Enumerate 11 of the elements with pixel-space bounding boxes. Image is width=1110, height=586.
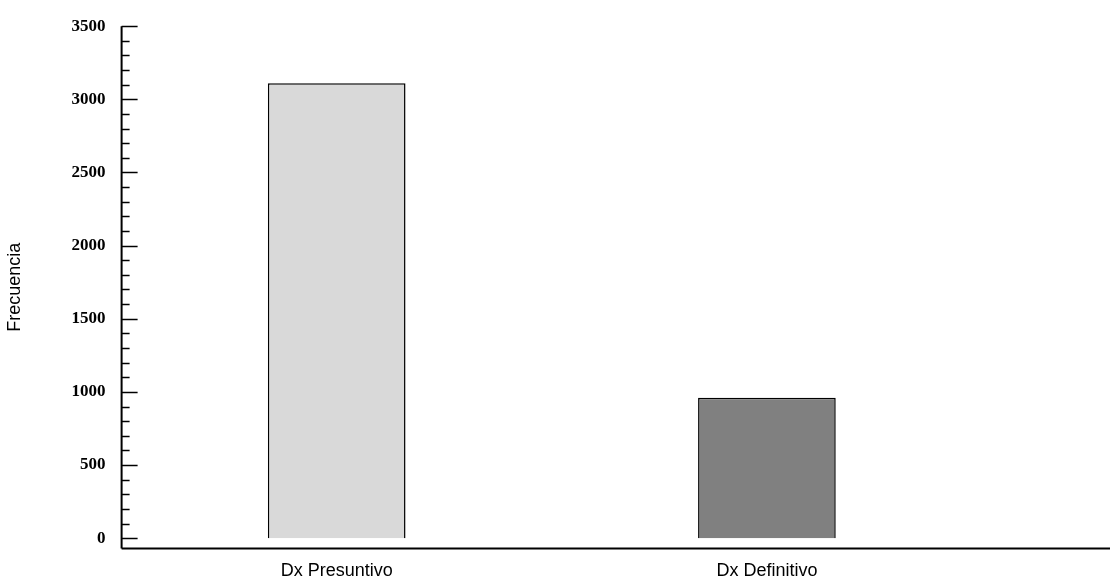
y-axis-title: Frecuencia — [3, 241, 24, 332]
y-tick-label: 3000 — [71, 88, 106, 108]
x-tick-label: Dx Presuntivo — [280, 560, 393, 581]
y-tick-label: 2500 — [71, 161, 106, 181]
y-tick-label: 500 — [80, 454, 106, 474]
y-tick-label: 2000 — [71, 235, 106, 254]
y-tick-label: 1000 — [71, 381, 106, 401]
y-tick-label: 1500 — [71, 308, 106, 328]
x-tick-label: Dx Definitivo — [716, 560, 818, 581]
y-tick-label: 3500 — [71, 15, 106, 35]
y-tick-label: 0 — [97, 527, 106, 547]
